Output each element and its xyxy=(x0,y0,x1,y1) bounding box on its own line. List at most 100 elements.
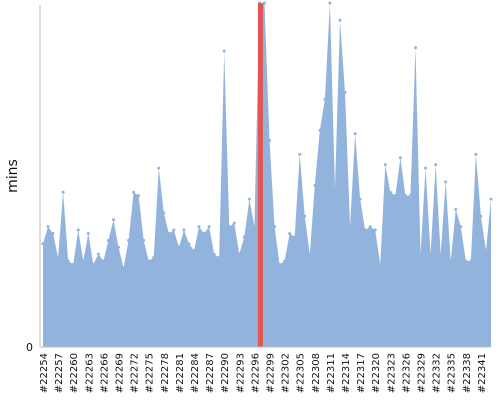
data-point xyxy=(252,225,256,229)
data-point xyxy=(419,252,423,256)
x-tick-label: #22317 xyxy=(356,353,367,393)
x-tick-label: #22290 xyxy=(220,353,231,393)
data-point xyxy=(132,190,136,194)
data-point xyxy=(293,235,297,239)
data-point xyxy=(192,249,196,253)
data-point xyxy=(147,259,151,263)
data-point xyxy=(398,156,402,160)
data-point xyxy=(358,197,362,201)
x-tick-label: #22329 xyxy=(417,353,428,393)
data-point xyxy=(207,225,211,229)
data-point xyxy=(368,225,372,229)
data-point xyxy=(484,249,488,253)
data-point xyxy=(237,252,241,256)
data-point xyxy=(459,225,463,229)
data-point xyxy=(247,197,251,201)
data-point xyxy=(51,231,55,235)
x-tick-label: #22272 xyxy=(130,353,141,393)
data-point xyxy=(172,228,176,232)
data-point xyxy=(262,1,266,5)
data-point xyxy=(122,266,126,270)
data-point xyxy=(187,242,191,246)
data-point xyxy=(86,231,90,235)
data-point xyxy=(393,194,397,198)
data-point xyxy=(152,256,156,260)
data-point xyxy=(66,259,70,263)
data-point xyxy=(449,259,453,263)
data-point xyxy=(101,259,105,263)
data-point xyxy=(474,152,478,156)
x-tick-label: #22260 xyxy=(69,353,80,393)
x-tick-label: #22305 xyxy=(296,353,307,393)
data-point xyxy=(182,228,186,232)
x-tick-label: #22293 xyxy=(235,353,246,393)
x-tick-label: #22338 xyxy=(462,353,473,393)
data-point xyxy=(167,231,171,235)
data-point xyxy=(197,225,201,229)
data-point xyxy=(96,252,100,256)
data-point xyxy=(137,194,141,198)
data-point xyxy=(348,225,352,229)
x-tick-label: #22341 xyxy=(477,353,488,393)
data-point xyxy=(439,252,443,256)
data-point xyxy=(217,256,221,260)
data-point xyxy=(424,166,428,170)
data-point xyxy=(81,259,85,263)
x-tick-label: #22308 xyxy=(311,353,322,393)
data-point xyxy=(328,1,332,5)
x-tick-label: #22278 xyxy=(160,353,171,393)
data-point xyxy=(303,214,307,218)
data-point xyxy=(464,259,468,263)
data-point xyxy=(46,225,50,229)
data-point xyxy=(162,211,166,215)
data-point xyxy=(454,207,458,211)
x-tick-label: #22257 xyxy=(54,353,65,393)
data-point xyxy=(434,163,438,167)
data-point xyxy=(222,49,226,53)
data-point xyxy=(127,238,131,242)
data-point xyxy=(283,259,287,263)
x-tick-label: #22254 xyxy=(39,353,50,393)
data-point xyxy=(288,231,292,235)
x-tick-label: #22296 xyxy=(250,353,261,393)
data-point xyxy=(403,194,407,198)
data-point xyxy=(91,262,95,266)
data-point xyxy=(242,235,246,239)
data-point xyxy=(408,194,412,198)
data-point xyxy=(444,180,448,184)
x-tick-label: #22314 xyxy=(341,353,352,393)
series-area xyxy=(43,3,491,347)
data-point xyxy=(333,187,337,191)
data-point xyxy=(157,166,161,170)
data-point xyxy=(142,238,146,242)
x-tick-label: #22269 xyxy=(115,353,126,393)
data-point xyxy=(61,190,65,194)
data-point xyxy=(338,18,342,22)
x-tick-label: #22323 xyxy=(386,353,397,393)
data-point xyxy=(278,262,282,266)
x-tick-label: #22320 xyxy=(371,353,382,393)
y-axis-title: mins xyxy=(5,159,21,193)
data-point xyxy=(323,97,327,101)
data-point xyxy=(363,228,367,232)
data-point xyxy=(76,228,80,232)
data-point xyxy=(378,262,382,266)
data-point xyxy=(232,221,236,225)
x-tick-label: #22287 xyxy=(205,353,216,393)
data-point xyxy=(373,228,377,232)
data-point xyxy=(41,242,45,246)
x-tick-label: #22302 xyxy=(281,353,292,393)
data-point xyxy=(268,139,272,143)
data-point xyxy=(343,90,347,94)
data-point xyxy=(383,163,387,167)
plot-area xyxy=(41,1,493,347)
data-point xyxy=(111,218,115,222)
data-point xyxy=(106,238,110,242)
x-tick-label: #22275 xyxy=(145,353,156,393)
data-point xyxy=(227,225,231,229)
data-point xyxy=(353,132,357,136)
data-point xyxy=(298,152,302,156)
x-tick-label: #22326 xyxy=(401,353,412,393)
x-tick-labels: #22254 #22257 #22260 #22263 #22266 #22269 #222… xyxy=(39,353,488,393)
